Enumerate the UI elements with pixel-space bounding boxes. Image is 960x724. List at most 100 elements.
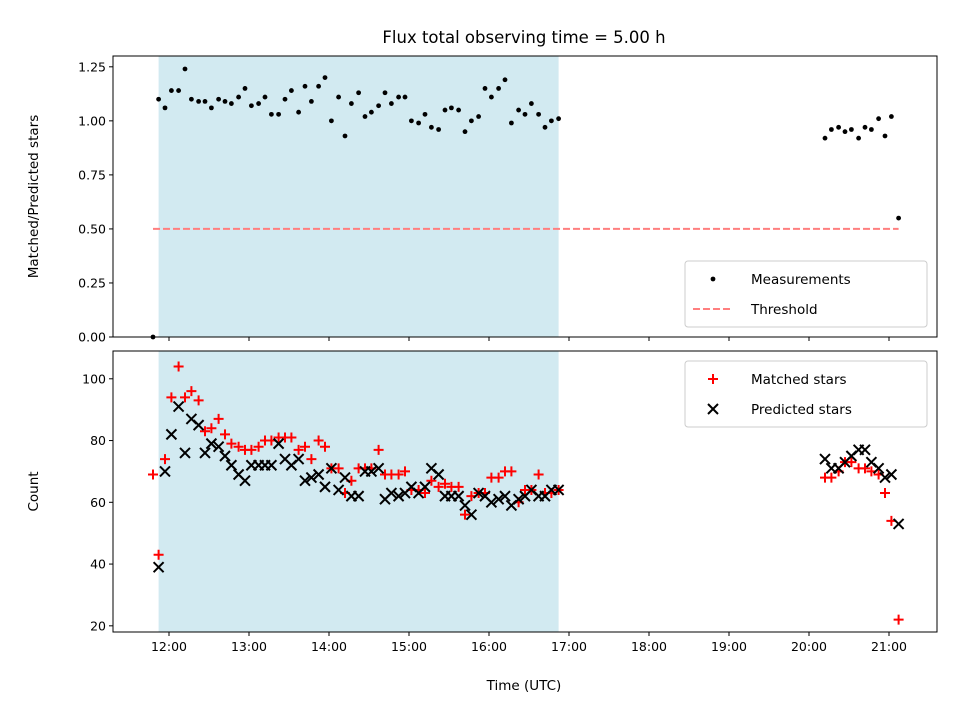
matched-stars-point	[393, 469, 404, 480]
measurements-point	[296, 109, 301, 115]
matched-stars-point	[226, 438, 237, 449]
matched-stars-point	[460, 509, 470, 520]
measurements-point	[509, 120, 514, 126]
predicted-stars-point	[319, 481, 331, 493]
predicted-stars-legend-marker	[707, 403, 719, 415]
measurements-point	[329, 118, 334, 124]
threshold-legend-label: Threshold	[750, 302, 818, 318]
matched-stars-point	[313, 435, 324, 446]
x-tick-label: 15:00	[391, 639, 427, 654]
measurements-point	[202, 98, 208, 104]
x-tick-label: 18:00	[631, 639, 667, 654]
measurements-point	[876, 116, 881, 122]
y-tick-label: 1.25	[78, 59, 106, 74]
y-tick-label: 0.50	[78, 221, 106, 236]
measurements-point	[456, 107, 461, 113]
measurements-point	[316, 83, 321, 89]
measurements-point	[462, 129, 468, 135]
matched-stars-point	[433, 481, 444, 492]
y-tick-label: 40	[90, 557, 106, 572]
measurements-point	[489, 94, 494, 100]
measurements-point	[496, 86, 501, 91]
predicted-stars-point	[859, 444, 871, 456]
predicted-stars-point	[152, 561, 165, 573]
measurements-point	[836, 124, 841, 130]
y-tick-label: 20	[90, 618, 106, 633]
matched-stars-point	[293, 444, 304, 455]
measurements-point	[396, 94, 401, 100]
predicted-stars-point	[485, 496, 498, 509]
predicted-stars-point	[272, 437, 285, 450]
matched-stars-point	[893, 614, 904, 625]
measurements-point	[376, 103, 381, 109]
measurements-point	[402, 94, 408, 100]
predicted-stars-point	[179, 447, 191, 459]
predicted-stars-point	[432, 468, 445, 481]
matched-stars-point	[166, 392, 177, 403]
predicted-stars-point	[492, 493, 505, 505]
x-tick-label: 13:00	[231, 639, 267, 654]
measurements-legend-label: Measurements	[751, 272, 851, 288]
top-panel-measurements: 0.00 0.25 0.50 0.75 1.00 1.25 Matched/Predicte…	[26, 55, 938, 345]
measurements-point	[842, 129, 848, 135]
predicted-stars-point	[192, 419, 205, 431]
measurements-point	[382, 90, 388, 96]
predicted-stars-point	[365, 465, 378, 478]
legend: Measurements Threshold	[684, 260, 928, 328]
predicted-stars-point	[872, 462, 885, 475]
predicted-stars-point	[225, 459, 238, 471]
matched-stars-point	[880, 488, 890, 499]
matched-stars-point	[148, 469, 158, 480]
predicted-stars-point	[339, 471, 351, 484]
matched-stars-point	[173, 361, 184, 372]
measurements-point	[409, 118, 414, 124]
measurements-point	[302, 83, 308, 89]
measurements-point	[829, 127, 834, 132]
predicted-stars-point	[305, 471, 318, 484]
legend: Matched stars Predicted stars	[684, 360, 928, 428]
matched-stars-point	[373, 444, 384, 455]
matched-stars-point	[826, 472, 837, 483]
measurements-point	[222, 98, 228, 104]
predicted-stars-point	[552, 484, 565, 496]
plot-frame	[112, 55, 938, 338]
predicted-stars-point	[499, 490, 511, 502]
measurements-point	[362, 114, 368, 119]
measurements-point	[169, 88, 174, 93]
measurements-point	[516, 107, 521, 113]
predicted-stars-point	[472, 487, 485, 499]
predicted-stars-point	[392, 490, 405, 502]
matched-stars-point	[220, 429, 230, 440]
chart-title: Flux total observing time = 5.00 h	[382, 28, 665, 47]
matched-stars-point	[233, 441, 244, 452]
measurements-point	[269, 111, 274, 117]
matched-stars-legend-marker	[708, 374, 718, 384]
predicted-stars-point	[292, 453, 305, 465]
x-tick-label: 19:00	[711, 639, 747, 654]
measurements-point	[369, 109, 374, 115]
predicted-stars-point	[892, 518, 905, 530]
measurements-point	[522, 111, 528, 117]
y-tick-label: 0.00	[78, 330, 106, 345]
matched-stars-legend-label: Matched stars	[751, 372, 847, 388]
predicted-stars-point	[352, 490, 365, 502]
legend-box	[684, 360, 928, 428]
measurements-point	[236, 94, 242, 100]
measurements-point	[156, 96, 162, 102]
predicted-stars-point	[372, 462, 385, 475]
matched-stars-point	[180, 392, 190, 403]
measurements-point	[196, 98, 202, 104]
predicted-stars-point	[172, 400, 185, 413]
matched-stars-point	[153, 549, 164, 560]
matched-stars-point	[493, 472, 504, 483]
predicted-stars-point	[885, 468, 898, 481]
x-tick-label: 20:00	[791, 639, 827, 654]
measurements-point	[349, 101, 354, 106]
predicted-stars-point	[299, 474, 311, 487]
measurements-point	[849, 127, 854, 132]
plot-frame	[112, 350, 938, 633]
y-tick-label: 60	[90, 495, 106, 510]
matched-stars-point	[160, 454, 170, 465]
measurements-point	[542, 124, 548, 130]
